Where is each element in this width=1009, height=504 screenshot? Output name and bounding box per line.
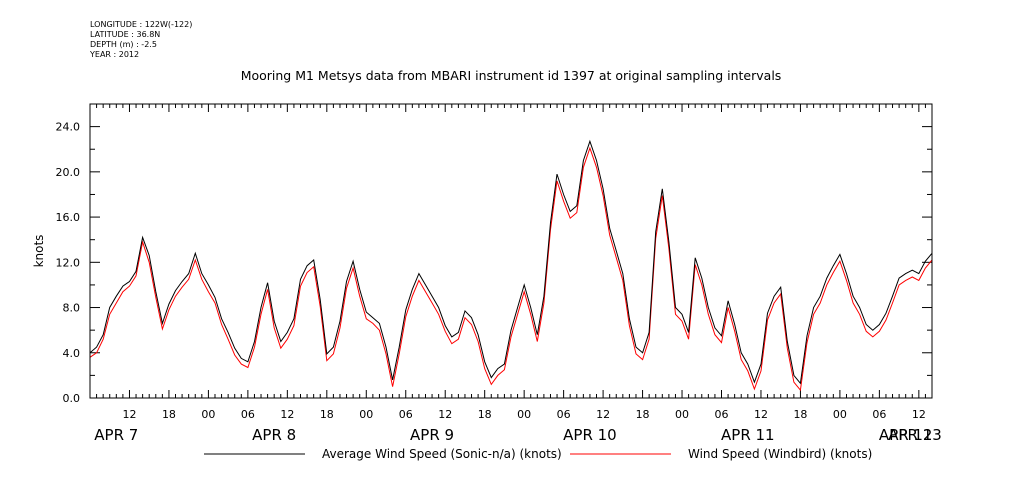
x-hour-label: 12 (596, 408, 610, 421)
x-hour-label: 12 (122, 408, 136, 421)
x-hour-label: 00 (359, 408, 373, 421)
x-hour-label: 18 (320, 408, 334, 421)
x-hour-label: 18 (793, 408, 807, 421)
x-hour-label: 06 (241, 408, 255, 421)
x-hour-label: 12 (754, 408, 768, 421)
x-day-label: APR 7 (94, 426, 138, 444)
x-hour-label: 06 (872, 408, 886, 421)
y-tick-label: 0.0 (63, 392, 81, 405)
x-hour-label: 18 (478, 408, 492, 421)
x-hour-label: 12 (438, 408, 452, 421)
y-tick-label: 20.0 (56, 166, 81, 179)
data-series (89, 139, 933, 392)
longitude-label: LONGITUDE : 122W(-122) (90, 20, 193, 29)
y-tick-label: 16.0 (56, 211, 81, 224)
x-hour-label: 00 (201, 408, 215, 421)
x-hour-label: 06 (557, 408, 571, 421)
x-day-label: APR 12 (879, 426, 933, 444)
y-tick-label: 24.0 (56, 121, 81, 134)
station-metadata: LONGITUDE : 122W(-122) LATITUDE : 36.8N … (90, 20, 192, 60)
y-tick-label: 12.0 (56, 256, 81, 269)
legend-label-windbird: Wind Speed (Windbird) (knots) (688, 447, 872, 461)
series-line-windbird (89, 146, 933, 392)
x-day-label: APR 10 (563, 426, 617, 444)
axis-ticks (89, 103, 933, 399)
x-day-label: APR 8 (252, 426, 296, 444)
x-day-label: APR 13 (888, 426, 942, 444)
latitude-label: LATITUDE : 36.8N (90, 30, 161, 39)
y-tick-label: 8.0 (63, 302, 81, 315)
x-hour-label: 12 (280, 408, 294, 421)
x-hour-label: 00 (517, 408, 531, 421)
y-tick-label: 4.0 (63, 347, 81, 360)
x-hour-label: 18 (162, 408, 176, 421)
x-hour-label: 00 (833, 408, 847, 421)
x-day-label: APR 11 (721, 426, 775, 444)
tick-labels: 0.0 4.0 8.0 12.0 16.0 20.0 24.0 12 18 00 06 12 18 00 0… (56, 121, 942, 444)
year-label: YEAR : 2012 (90, 50, 140, 59)
x-hour-label: 12 (912, 408, 926, 421)
depth-label: DEPTH (m) : -2.5 (90, 40, 157, 49)
x-hour-label: 06 (399, 408, 413, 421)
y-axis-label: knots (32, 235, 46, 268)
x-hour-label: 00 (675, 408, 689, 421)
x-hour-label: 06 (715, 408, 729, 421)
x-hour-label: 18 (636, 408, 650, 421)
x-day-label: APR 9 (410, 426, 454, 444)
legend-label-sonic: Average Wind Speed (Sonic-n/a) (knots) (322, 447, 562, 461)
series-line-sonic (89, 139, 933, 385)
legend: Average Wind Speed (Sonic-n/a) (knots) W… (204, 447, 872, 461)
chart-title: Mooring M1 Metsys data from MBARI instru… (240, 68, 782, 83)
plot-frame (89, 103, 933, 399)
